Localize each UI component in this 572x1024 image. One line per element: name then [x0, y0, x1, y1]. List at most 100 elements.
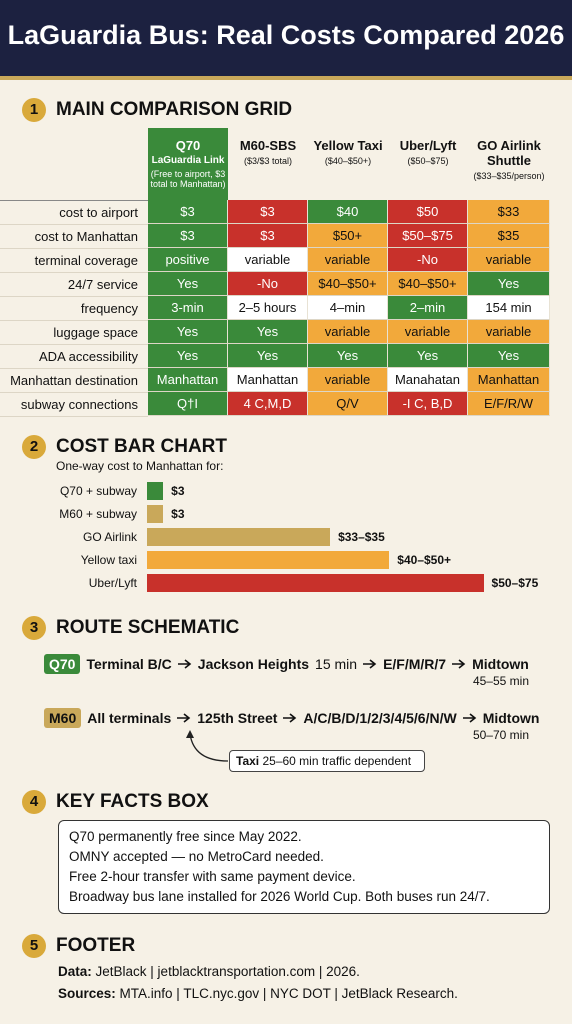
page-title: LaGuardia Bus: Real Costs Compared 2026 — [7, 20, 565, 50]
column-header: Q70 LaGuardia Link (Free to airport, $3 to… — [148, 128, 228, 200]
bar-value: $40–$50+ — [397, 553, 452, 567]
cell: $50+ — [308, 224, 388, 248]
section-title: FOOTER — [56, 935, 136, 956]
section-title: ROUTE SCHEMATIC — [56, 617, 240, 638]
row-label: 24/7 service — [67, 277, 138, 292]
route-line: M60 All terminals 125th Street A/C/B/D/1/2/… — [44, 708, 539, 728]
taxi-note: Taxi 25–60 min traffic dependent — [229, 750, 425, 772]
cell: $35 — [468, 224, 550, 248]
arrow — [462, 713, 476, 723]
cell: $50–$75 — [388, 224, 468, 248]
row-label: terminal coverage — [34, 253, 138, 268]
column-header: GO Airlink Shuttle ($33–$35/person) — [468, 128, 550, 200]
bar-value: $33–$35 — [338, 530, 385, 544]
cell: -No — [388, 248, 468, 272]
cell: variable — [308, 248, 388, 272]
route-stop: Terminal B/C — [86, 656, 172, 672]
route-transfer: A/C/B/D/1/2/3/4/5/6/N/W — [303, 710, 457, 726]
chart-subtitle: One-way cost to Manhattan for: — [56, 459, 224, 473]
row-label: ADA accessibility — [39, 349, 138, 364]
fact: OMNY accepted — no MetroCard needed. — [69, 849, 324, 864]
cell: Yes — [468, 344, 550, 368]
bar — [147, 574, 484, 592]
cell: $33 — [468, 200, 550, 224]
arrow — [177, 713, 191, 723]
cell: -No — [228, 272, 308, 296]
cell: $3 — [148, 200, 228, 224]
column-header: Yellow Taxi ($40–$50+) — [308, 128, 388, 200]
cell: variable — [308, 368, 388, 392]
column-header: M60-SBS ($3/$3 total) — [228, 128, 308, 200]
cell: 2–min — [388, 296, 468, 320]
route-line: Q70 Terminal B/C Jackson Heights 15 min E/F/… — [44, 654, 529, 674]
row-label: luggage space — [53, 325, 138, 340]
column-header: Uber/Lyft ($50–$75) — [388, 128, 468, 200]
taxi-mode: Taxi — [236, 754, 260, 768]
cell: $50 — [388, 200, 468, 224]
cell: 3-min — [148, 296, 228, 320]
footer-text: MTA.info | TLC.nyc.gov | NYC DOT | JetBl… — [119, 986, 458, 1001]
column-note: ($3/$3 total) — [243, 156, 293, 166]
cell: Yes — [468, 272, 550, 296]
route-transfer: E/F/M/R/7 — [383, 656, 447, 672]
row-label: cost to airport — [59, 205, 138, 220]
header-band — [0, 0, 572, 80]
cell: Yes — [388, 344, 468, 368]
footer-label: Sources: — [58, 986, 116, 1001]
route-stop: 125th Street — [197, 710, 278, 726]
row-label: cost to Manhattan — [34, 229, 138, 244]
cell: Q†I — [148, 392, 228, 416]
bar-value: $3 — [171, 484, 185, 498]
route-badge: Q70 — [44, 654, 81, 674]
row-rule — [0, 320, 148, 321]
cell: Yes — [148, 272, 228, 296]
column-note: (Free to airport, $3 total to Manhattan) — [150, 169, 226, 189]
cell: Yes — [228, 344, 308, 368]
cell: positive — [148, 248, 228, 272]
section-number: 2 — [22, 435, 46, 459]
cell: $40–$50+ — [308, 272, 388, 296]
cell: 4–min — [308, 296, 388, 320]
column-subname: LaGuardia Link — [151, 155, 225, 166]
cell: $40–$50+ — [388, 272, 468, 296]
row-rule — [0, 272, 148, 273]
bar-label: M60 + subway — [59, 507, 137, 521]
bar — [147, 482, 164, 500]
bar-value: $50–$75 — [491, 576, 539, 590]
route-badge: M60 — [44, 708, 82, 728]
section-number: 4 — [22, 790, 46, 814]
cell: variable — [228, 248, 308, 272]
arrow — [363, 659, 377, 669]
cell: variable — [468, 248, 550, 272]
footer-text: JetBlack | jetblacktransportation.com | … — [95, 964, 360, 979]
section-title: COST BAR CHART — [56, 436, 227, 457]
bar — [147, 551, 390, 569]
cell: $3 — [228, 224, 308, 248]
route-total: 50–70 min — [472, 728, 529, 742]
column-name: Yellow Taxi — [313, 138, 383, 153]
row-rule — [0, 344, 148, 345]
bar-label: Yellow taxi — [80, 553, 137, 567]
cell: Manhattan — [468, 368, 550, 392]
column-name: M60-SBS — [239, 138, 297, 153]
bar-label: Uber/Lyft — [88, 576, 137, 590]
cell: variable — [388, 320, 468, 344]
column-name: Q70 — [175, 138, 201, 153]
route-stop: Jackson Heights — [197, 656, 310, 672]
row-label: Manhattan destination — [10, 373, 138, 388]
cell: $3 — [148, 224, 228, 248]
cell: 154 min — [468, 296, 550, 320]
row-rule — [0, 224, 148, 225]
cell: Yes — [148, 320, 228, 344]
taxi-arrow — [186, 730, 229, 762]
section-number: 1 — [22, 98, 46, 122]
cell: 2–5 hours — [228, 296, 308, 320]
route-stop: All terminals — [87, 710, 172, 726]
bar — [147, 528, 331, 546]
cell: variable — [468, 320, 550, 344]
taxi-text: 25–60 min traffic dependent — [262, 754, 412, 768]
footer-label: Data: — [58, 964, 92, 979]
row-label: subway connections — [20, 397, 138, 412]
row-rule — [0, 368, 148, 369]
cell: Yes — [308, 344, 388, 368]
